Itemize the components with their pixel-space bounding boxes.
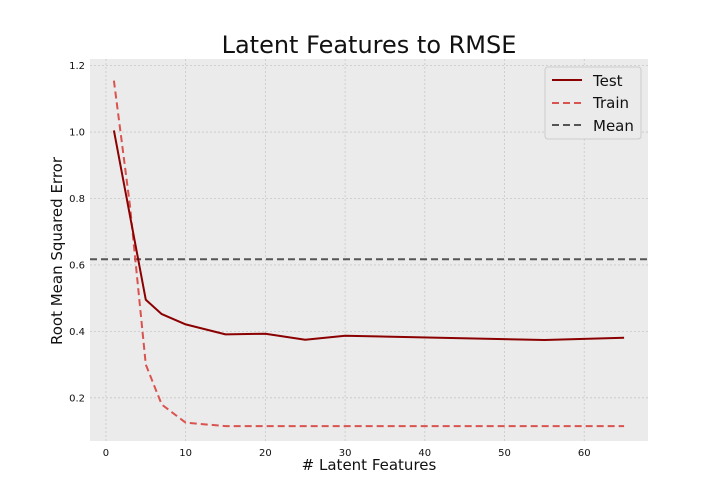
chart-title: Latent Features to RMSE xyxy=(222,31,517,59)
y-tick-label: 1.0 xyxy=(69,128,85,139)
y-axis-ticks: 0.2 0.4 0.6 0.8 1.0 1.2 xyxy=(69,61,85,404)
legend-label-mean: Mean xyxy=(593,117,634,135)
x-axis-ticks: 0 10 20 30 40 50 60 xyxy=(103,448,591,459)
y-tick-label: 0.4 xyxy=(69,327,85,338)
x-tick-label: 0 xyxy=(103,448,109,459)
x-tick-label: 50 xyxy=(498,448,511,459)
series-layer xyxy=(90,80,648,428)
x-tick-label: 10 xyxy=(179,448,192,459)
legend-label-test: Test xyxy=(592,72,623,90)
legend-box xyxy=(544,66,642,140)
x-tick-label: 30 xyxy=(339,448,352,459)
y-tick-label: 0.6 xyxy=(69,260,85,271)
legend: Test Train Mean xyxy=(544,66,642,140)
x-tick-label: 20 xyxy=(259,448,272,459)
y-tick-label: 0.8 xyxy=(69,194,85,205)
y-axis-label: Root Mean Squared Error xyxy=(48,156,66,345)
y-tick-label: 0.2 xyxy=(69,393,85,404)
x-tick-label: 60 xyxy=(578,448,591,459)
series-line-test xyxy=(112,130,625,341)
x-tick-label: 40 xyxy=(418,448,431,459)
series-line-train xyxy=(112,80,625,428)
legend-label-train: Train xyxy=(592,94,629,112)
y-tick-label: 1.2 xyxy=(69,61,85,72)
x-axis-label: # Latent Features xyxy=(302,456,437,474)
